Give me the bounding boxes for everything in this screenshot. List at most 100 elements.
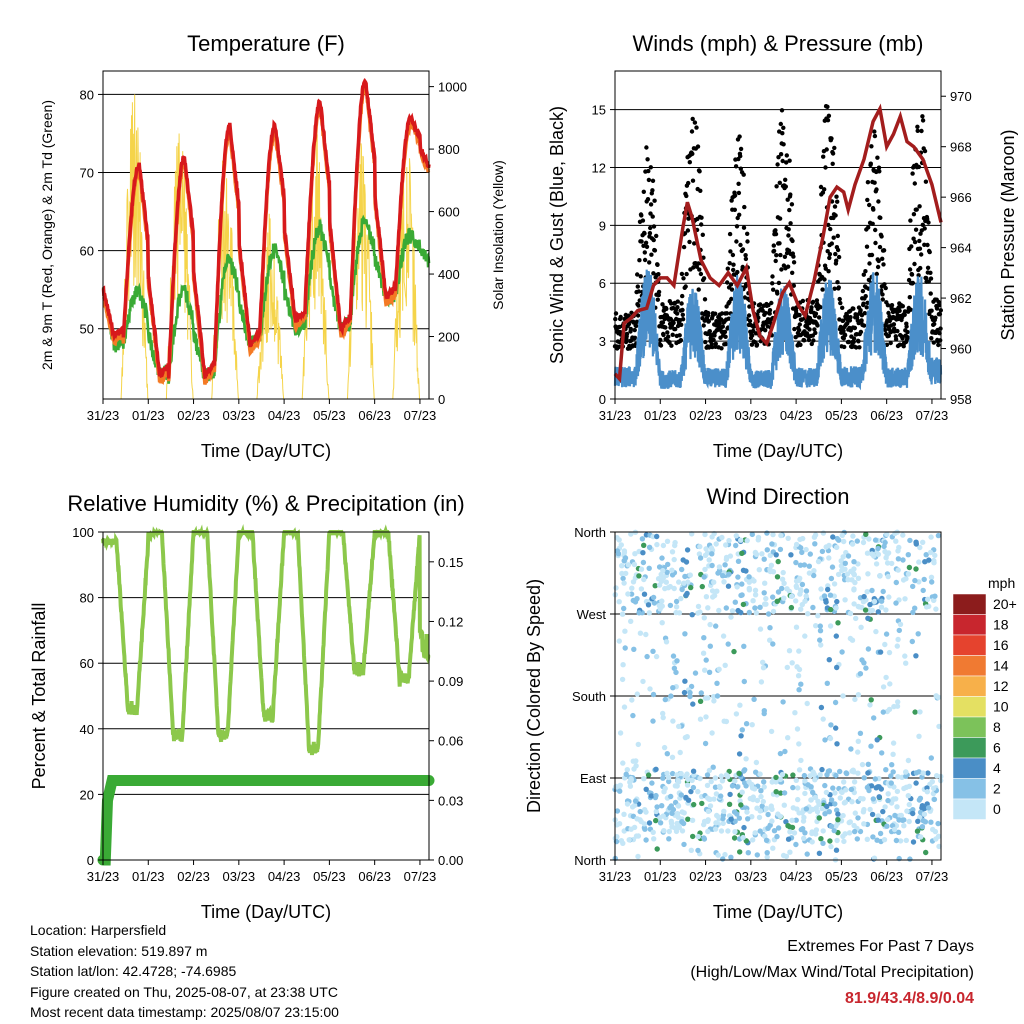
gust-point (781, 125, 786, 130)
wind-direction-point (719, 778, 726, 784)
wind-direction-point (830, 785, 836, 791)
wind-direction-point (811, 568, 817, 574)
gust-point (858, 329, 864, 335)
wind-direction-point (697, 543, 703, 550)
wind-direction-point (855, 770, 861, 776)
wind-direction-point (726, 571, 732, 577)
wind-direction-point (834, 837, 840, 844)
wind-direction-point (769, 818, 775, 824)
gust-point (644, 244, 650, 249)
gust-point (832, 145, 837, 151)
wind-direction-point (758, 793, 764, 800)
wind-direction-point (842, 566, 848, 572)
wind-direction-point (802, 830, 808, 836)
gust-point (734, 224, 740, 229)
temperature-xtick-label: 31/23 (87, 408, 120, 423)
gust-point (926, 220, 931, 225)
gust-point (873, 240, 878, 246)
wind-direction-point (847, 610, 854, 617)
wind-direction-point (695, 833, 701, 840)
wind-direction-point (837, 795, 843, 801)
wind-direction-point (823, 599, 829, 605)
wind-direction-point (814, 809, 821, 815)
legend-label: 16 (993, 637, 1009, 653)
gust-point (782, 254, 788, 259)
wind-direction-point (806, 570, 813, 576)
gust-point (643, 240, 649, 245)
wind-direction-point (879, 750, 885, 756)
wind-direction-point (835, 811, 841, 817)
wind-direction-point (799, 549, 805, 556)
wind-direction-point (783, 819, 789, 825)
wind-direction-point (746, 579, 752, 585)
winds-ylabel-left: Sonic Wind & Gust (Blue, Black) (547, 106, 567, 364)
wind-direction-point (619, 563, 625, 569)
gust-point (703, 339, 708, 345)
wind-direction-point (645, 602, 652, 608)
wind-direction-point (850, 533, 856, 539)
legend-swatch (952, 798, 987, 820)
wind-direction-point (757, 808, 763, 814)
wind-direction-point (668, 818, 674, 824)
gust-point (928, 276, 934, 281)
humidity-ytick-label: 40 (80, 722, 94, 737)
wind-direction-point (705, 605, 711, 611)
direction-xtick-label: 02/23 (689, 869, 722, 884)
wind-direction-point (796, 687, 802, 693)
wind-direction-point (785, 836, 792, 842)
wind-direction-point (738, 802, 744, 808)
wind-direction-point (767, 637, 773, 643)
gust-point (910, 280, 916, 286)
wind-direction-point (855, 749, 861, 755)
gust-point (874, 271, 879, 277)
gust-point (728, 249, 733, 254)
wind-direction-point (669, 549, 676, 555)
wind-direction-point (876, 794, 882, 800)
wind-direction-point (657, 820, 664, 826)
wind-direction-point (703, 657, 709, 663)
winds-xtick-label: 04/23 (780, 408, 813, 423)
pressure-ytick-label: 964 (950, 241, 972, 256)
wind-direction-point (901, 823, 907, 829)
gust-point (809, 305, 814, 310)
wind-direction-point (731, 809, 738, 815)
winds-panel: Winds (mph) & Pressure (mb) 0 3 6 9 12 15 958 9… (547, 31, 1018, 461)
wind-direction-point (630, 758, 636, 764)
gust-point (864, 244, 870, 249)
gust-point (790, 270, 795, 275)
gust-point (641, 189, 646, 194)
gust-point (692, 241, 697, 246)
wind-direction-point (868, 743, 874, 749)
wind-direction-point (613, 784, 619, 790)
wind-direction-point (660, 575, 667, 581)
wind-direction-point (732, 599, 738, 605)
gust-point (771, 287, 776, 292)
wind-direction-point (861, 775, 867, 781)
gust-point (912, 181, 917, 186)
wind-direction-point (785, 823, 791, 829)
wind-direction-point (629, 697, 635, 703)
gust-point (917, 204, 922, 209)
wind-direction-point (828, 606, 834, 613)
wind-direction-point (922, 559, 928, 565)
wind-direction-point (617, 788, 623, 794)
wind-direction-point (865, 571, 871, 577)
gust-point (838, 300, 843, 306)
gust-point (788, 192, 793, 197)
wind-direction-point (781, 790, 788, 796)
wind-direction-point (704, 782, 711, 789)
wind-direction-point (933, 836, 939, 842)
legend-swatch (952, 696, 987, 718)
gust-point (690, 151, 695, 156)
wind-direction-point (701, 835, 707, 841)
wind-direction-point (848, 786, 855, 793)
wind-direction-point (811, 572, 817, 579)
wind-direction-point (728, 614, 734, 620)
wind-direction-point (885, 816, 891, 823)
gust-point (877, 244, 883, 250)
wind-direction-point (853, 615, 859, 622)
gust-point (738, 153, 743, 159)
humidity-xtick-label: 05/23 (313, 869, 346, 884)
gust-point (681, 244, 687, 250)
wind-direction-point (857, 671, 864, 677)
